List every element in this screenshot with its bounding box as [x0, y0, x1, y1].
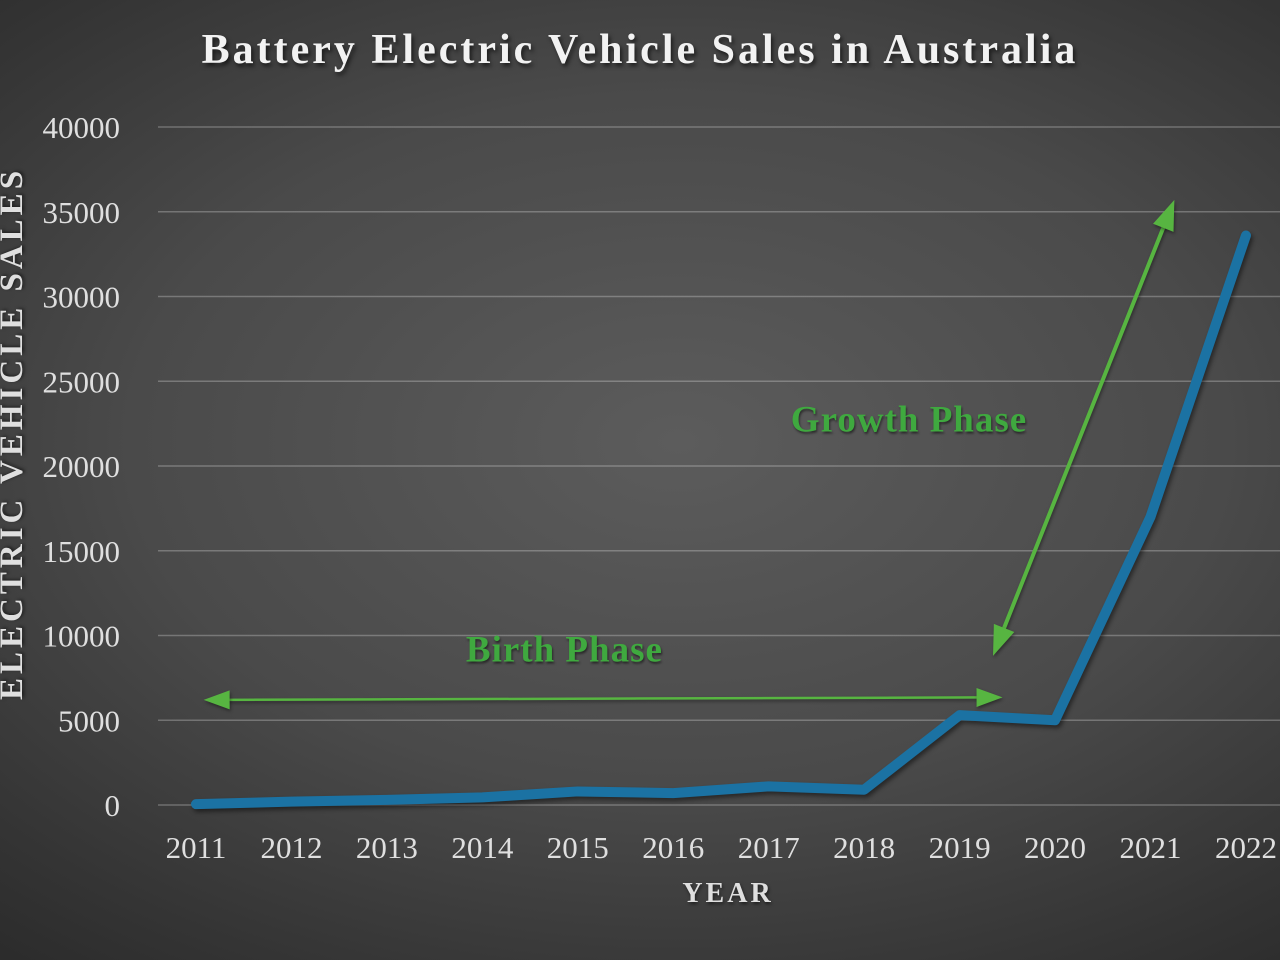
x-tick-label: 2018 — [833, 830, 895, 865]
x-tick-label: 2016 — [642, 830, 704, 865]
annotation-growth-phase: Growth Phase — [790, 399, 1028, 441]
y-tick-label: 25000 — [43, 364, 121, 399]
x-tick-label: 2019 — [929, 830, 991, 865]
y-tick-label: 10000 — [43, 619, 121, 654]
sales-line — [191, 230, 1251, 810]
x-axis-title: YEAR — [682, 878, 774, 909]
x-tick-label: 2017 — [738, 830, 800, 865]
y-tick-label: 35000 — [43, 195, 121, 230]
birth-phase-arrow-head — [976, 687, 1003, 707]
y-tick-label: 30000 — [43, 280, 121, 315]
y-tick-label: 0 — [105, 788, 121, 823]
x-tick-label: 2011 — [166, 830, 227, 865]
x-tick-label: 2012 — [260, 830, 322, 865]
x-tick-label: 2022 — [1215, 830, 1277, 865]
growth-phase-arrow-head — [1153, 199, 1175, 232]
annotation-birth-phase: Birth Phase — [465, 629, 663, 671]
x-tick-label: 2020 — [1024, 830, 1086, 865]
y-tick-label: 20000 — [43, 449, 121, 484]
growth-phase-arrow-shaft — [997, 215, 1170, 640]
x-tick-label: 2021 — [1120, 830, 1182, 865]
x-tick-label: 2015 — [547, 830, 609, 865]
y-tick-label: 40000 — [43, 110, 121, 145]
x-tick-label: 2013 — [356, 830, 418, 865]
y-tick-label: 15000 — [43, 534, 121, 569]
growth-phase-arrow-head — [993, 623, 1015, 656]
birth-phase-arrow-shaft — [219, 696, 987, 702]
birth-phase-arrow-head — [203, 690, 230, 710]
chart-title: Battery Electric Vehicle Sales in Austra… — [201, 27, 1079, 73]
y-tick-label: 5000 — [58, 703, 120, 738]
x-tick-label: 2014 — [451, 830, 514, 865]
